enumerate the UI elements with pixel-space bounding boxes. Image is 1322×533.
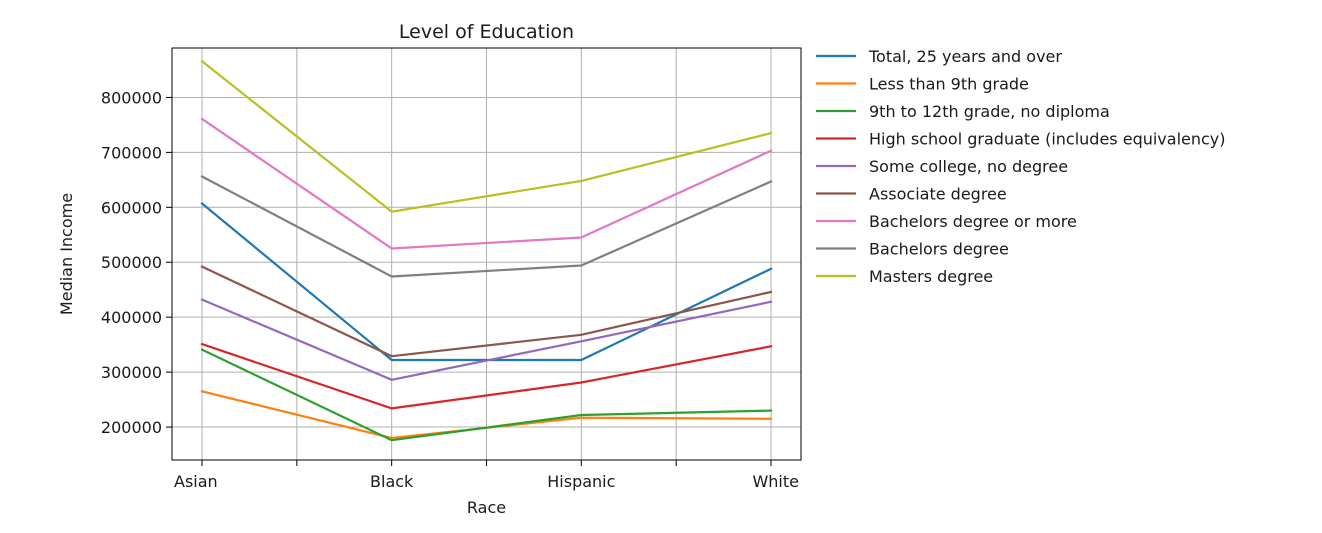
legend-label: 9th to 12th grade, no diploma xyxy=(869,102,1110,121)
legend-label: Total, 25 years and over xyxy=(868,47,1062,66)
legend-label: High school graduate (includes equivalen… xyxy=(869,130,1226,149)
y-tick-label: 300000 xyxy=(101,363,162,382)
series-line-8 xyxy=(200,175,773,278)
y-tick-label: 200000 xyxy=(101,418,162,437)
y-tick-label: 600000 xyxy=(101,198,162,217)
y-axis-title: Median Income xyxy=(57,193,76,315)
y-tick-label: 400000 xyxy=(101,308,162,327)
series-line-7 xyxy=(200,117,773,250)
legend-label: Masters degree xyxy=(869,267,993,286)
x-tick-label: Black xyxy=(370,472,414,491)
y-tick-label: 500000 xyxy=(101,253,162,272)
series-line-9 xyxy=(200,59,773,213)
legend-label: Some college, no degree xyxy=(869,157,1068,176)
x-tick-label: White xyxy=(752,472,799,491)
series-line-5 xyxy=(200,298,773,381)
y-tick-label: 800000 xyxy=(101,88,162,107)
chart-title: Level of Education xyxy=(399,21,574,43)
x-axis-title: Race xyxy=(467,498,506,517)
legend-label: Associate degree xyxy=(869,185,1007,204)
legend: Total, 25 years and over Less than 9th gr… xyxy=(816,47,1226,286)
grid xyxy=(172,48,801,460)
x-tick-label: Hispanic xyxy=(547,472,615,491)
series-line-6 xyxy=(200,265,773,358)
series-line-4 xyxy=(200,342,773,410)
series-lines xyxy=(200,59,773,442)
y-tick-label: 700000 xyxy=(101,143,162,162)
legend-label: Bachelors degree or more xyxy=(869,212,1077,231)
series-line-3 xyxy=(200,348,773,442)
legend-label: Bachelors degree xyxy=(869,240,1009,259)
legend-label: Less than 9th grade xyxy=(869,75,1029,94)
x-tick-label: Asian xyxy=(174,472,218,491)
axes: Asian Black Hispanic White 200000 300000 40000… xyxy=(101,88,799,491)
